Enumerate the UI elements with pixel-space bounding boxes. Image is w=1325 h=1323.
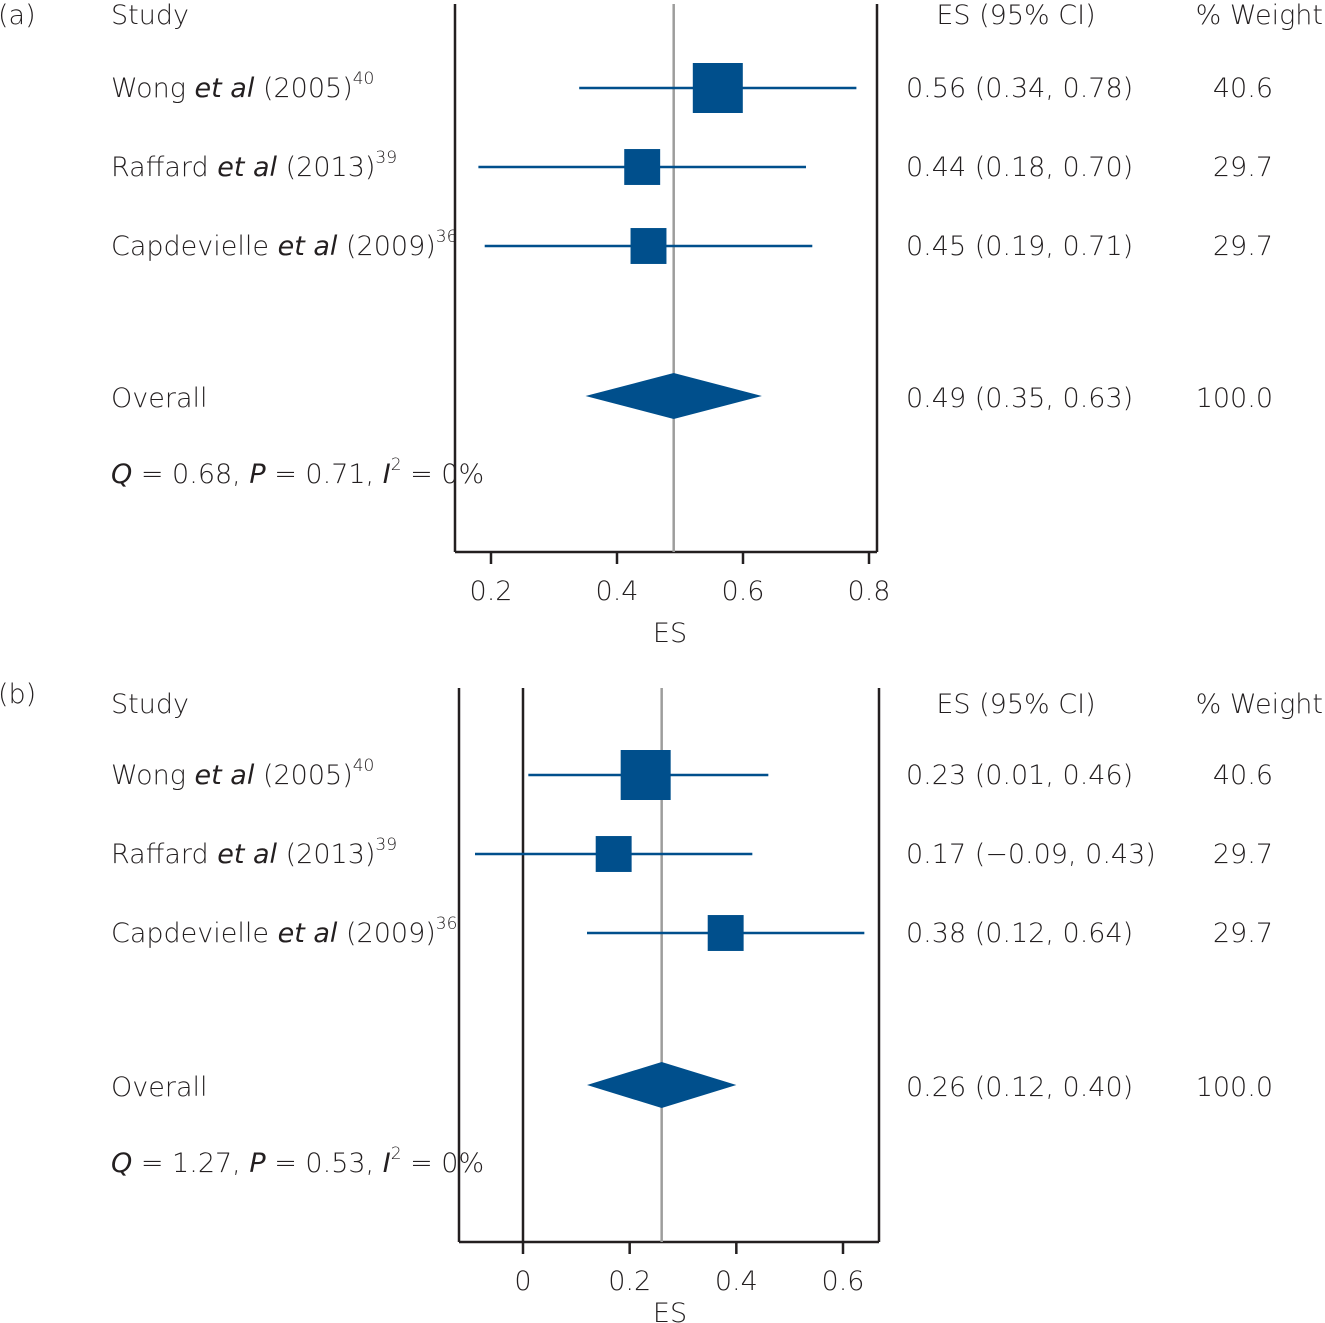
heterogeneity-stats: Q = 1.27, P = 0.53, I2 = 0% [111,1144,484,1179]
x-tick-label: 0.2 [608,1266,651,1297]
effect-size-square [707,915,744,951]
x-tick-label: 0.4 [596,576,639,607]
study-label: Wong et al (2005)40 [111,756,374,791]
effect-size-square [624,149,661,185]
weight-column-header: % Weight [1196,689,1323,720]
study-label: Raffard et al (2013)39 [111,148,397,183]
x-tick-label: 0.6 [822,1266,865,1297]
forest-panel-b: (b) Study ES (95% CI) % Weight 0 0.2 0.4 0.6 ES W… [0,679,1323,1323]
effect-size-square [692,63,743,113]
study-column-header: Study [111,689,189,720]
panel-label: (a) [0,0,36,31]
es-ci-column-header: ES (95% CI) [936,689,1095,720]
overall-weight: 100.0 [1196,1072,1273,1103]
es-ci-value: 0.56 (0.34, 0.78) [906,73,1133,104]
x-axis-label: ES [653,618,687,649]
study-label: Capdevielle et al (2009)36 [111,227,457,262]
panel-label: (b) [0,679,36,710]
overall-label: Overall [111,1072,208,1103]
x-tick-label: 0 [514,1266,531,1297]
x-tick-label: 0.6 [722,576,765,607]
overall-label: Overall [111,383,208,414]
es-ci-value: 0.44 (0.18, 0.70) [906,152,1133,183]
forest-panel-a: (a) Study ES (95% CI) % Weight 0.2 0.4 0.6 0.8 E… [0,0,1323,649]
overall-es-ci: 0.26 (0.12, 0.40) [906,1072,1133,1103]
effect-size-square [620,750,671,800]
overall-diamond [587,1062,737,1108]
study-label: Raffard et al (2013)39 [111,835,397,870]
x-axis-label: ES [653,1298,687,1323]
es-ci-value: 0.45 (0.19, 0.71) [906,231,1133,262]
overall-weight: 100.0 [1196,383,1273,414]
weight-value: 29.7 [1213,152,1273,183]
study-column-header: Study [111,0,189,31]
es-ci-value: 0.38 (0.12, 0.64) [906,918,1133,949]
es-ci-value: 0.23 (0.01, 0.46) [906,760,1133,791]
x-tick-label: 0.8 [848,576,891,607]
x-tick-label: 0.2 [470,576,513,607]
heterogeneity-stats: Q = 0.68, P = 0.71, I2 = 0% [111,455,484,490]
weight-value: 40.6 [1213,760,1273,791]
effect-size-square [630,228,667,264]
es-ci-column-header: ES (95% CI) [936,0,1095,31]
weight-column-header: % Weight [1196,0,1323,31]
weight-value: 29.7 [1213,918,1273,949]
effect-size-square [595,836,632,872]
study-label: Wong et al (2005)40 [111,69,374,104]
overall-diamond [585,373,762,419]
x-tick-label: 0.4 [715,1266,758,1297]
weight-value: 40.6 [1213,73,1273,104]
weight-value: 29.7 [1213,839,1273,870]
es-ci-value: 0.17 (−0.09, 0.43) [906,839,1156,870]
study-label: Capdevielle et al (2009)36 [111,914,457,949]
weight-value: 29.7 [1213,231,1273,262]
overall-es-ci: 0.49 (0.35, 0.63) [906,383,1133,414]
